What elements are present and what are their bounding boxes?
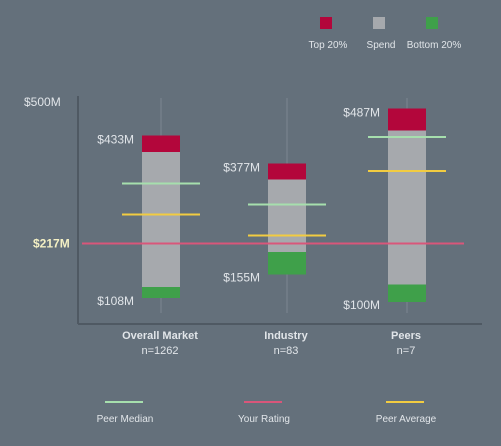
category-label-0: Overall Market [122,330,198,342]
bar-bottom20-0 [142,287,180,298]
legend-label-bottom: Bottom 20% [407,40,462,51]
legend-swatch-top [320,17,332,29]
category-n-2: n=7 [397,345,416,357]
bar-top20-1 [268,163,306,180]
bar-spend-0 [142,152,180,287]
category-label-2: Peers [391,330,421,342]
legend-swatch-spend [373,17,385,29]
bar-max-label-1: $377M [223,161,260,175]
bar-max-label-2: $487M [343,106,380,120]
bar-top20-0 [142,135,180,152]
your-rating-label: $217M [33,237,70,251]
category-label-1: Industry [264,330,308,342]
bar-top20-2 [388,108,426,131]
legend-label-peer_median: Peer Median [97,414,154,425]
bar-spend-2 [388,130,426,285]
legend-label-spend: Spend [367,40,396,51]
y-tick-label: $500M [24,95,61,109]
bar-min-label-2: $100M [343,298,380,312]
legend-swatch-bottom [426,17,438,29]
bar-spend-1 [268,179,306,252]
legend-label-peer_average: Peer Average [376,414,437,425]
category-n-1: n=83 [274,345,299,357]
bar-min-label-0: $108M [97,294,134,308]
bar-bottom20-1 [268,252,306,275]
bar-min-label-1: $155M [223,271,260,285]
bar-bottom20-2 [388,284,426,302]
legend-label-top: Top 20% [309,40,348,51]
category-n-0: n=1262 [141,345,178,357]
legend-label-your_rating: Your Rating [238,414,290,425]
bar-max-label-0: $433M [97,133,134,147]
